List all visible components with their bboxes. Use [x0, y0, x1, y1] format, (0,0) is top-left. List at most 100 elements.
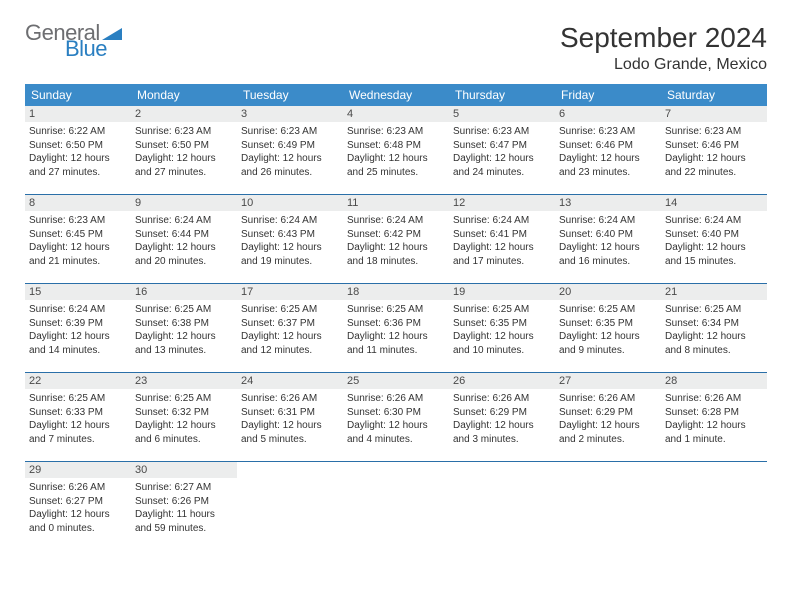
day-info: Sunrise: 6:24 AMSunset: 6:40 PMDaylight:…: [665, 214, 763, 268]
sunrise-text: Sunrise: 6:23 AM: [453, 125, 551, 139]
day-cell: 4Sunrise: 6:23 AMSunset: 6:48 PMDaylight…: [343, 106, 449, 194]
day-number: 3: [237, 106, 343, 122]
day-number: 4: [343, 106, 449, 122]
day-cell: 25Sunrise: 6:26 AMSunset: 6:30 PMDayligh…: [343, 373, 449, 461]
weekday-header: Wednesday: [343, 84, 449, 106]
week-row: 29Sunrise: 6:26 AMSunset: 6:27 PMDayligh…: [25, 462, 767, 550]
day-info: Sunrise: 6:23 AMSunset: 6:46 PMDaylight:…: [665, 125, 763, 179]
daylight-text: Daylight: 11 hours and 59 minutes.: [135, 508, 233, 535]
sunrise-text: Sunrise: 6:24 AM: [559, 214, 657, 228]
daylight-text: Daylight: 12 hours and 24 minutes.: [453, 152, 551, 179]
sunset-text: Sunset: 6:37 PM: [241, 317, 339, 331]
day-cell: 2Sunrise: 6:23 AMSunset: 6:50 PMDaylight…: [131, 106, 237, 194]
day-info: Sunrise: 6:24 AMSunset: 6:42 PMDaylight:…: [347, 214, 445, 268]
day-cell: 19Sunrise: 6:25 AMSunset: 6:35 PMDayligh…: [449, 284, 555, 372]
day-number: 19: [449, 284, 555, 300]
daylight-text: Daylight: 12 hours and 6 minutes.: [135, 419, 233, 446]
day-number: 10: [237, 195, 343, 211]
day-cell: 11 Sunrise: 6:24 AMSunset: 6:42 PMDayligh…: [343, 195, 449, 283]
day-info: Sunrise: 6:26 AMSunset: 6:30 PMDaylight:…: [347, 392, 445, 446]
sunrise-text: Sunrise: 6:23 AM: [347, 125, 445, 139]
sunset-text: Sunset: 6:31 PM: [241, 406, 339, 420]
day-number: 21: [661, 284, 767, 300]
day-cell: [343, 462, 449, 550]
week-row: 8Sunrise: 6:23 AMSunset: 6:45 PMDaylight…: [25, 195, 767, 284]
day-cell: 18Sunrise: 6:25 AMSunset: 6:36 PMDayligh…: [343, 284, 449, 372]
day-number: 27: [555, 373, 661, 389]
daylight-text: Daylight: 12 hours and 17 minutes.: [453, 241, 551, 268]
daylight-text: Daylight: 12 hours and 12 minutes.: [241, 330, 339, 357]
sunset-text: Sunset: 6:35 PM: [453, 317, 551, 331]
day-info: Sunrise: 6:27 AMSunset: 6:26 PMDaylight:…: [135, 481, 233, 535]
title-block: September 2024 Lodo Grande, Mexico: [560, 22, 767, 74]
sunset-text: Sunset: 6:46 PM: [665, 139, 763, 153]
sunset-text: Sunset: 6:50 PM: [29, 139, 127, 153]
day-number: 17: [237, 284, 343, 300]
day-cell: 10 Sunrise: 6:24 AMSunset: 6:43 PMDayligh…: [237, 195, 343, 283]
day-info: Sunrise: 6:25 AMSunset: 6:35 PMDaylight:…: [559, 303, 657, 357]
day-info: Sunrise: 6:26 AMSunset: 6:27 PMDaylight:…: [29, 481, 127, 535]
sunset-text: Sunset: 6:30 PM: [347, 406, 445, 420]
sunset-text: Sunset: 6:45 PM: [29, 228, 127, 242]
sunset-text: Sunset: 6:29 PM: [559, 406, 657, 420]
daylight-text: Daylight: 12 hours and 4 minutes.: [347, 419, 445, 446]
day-number: 30: [131, 462, 237, 478]
daylight-text: Daylight: 12 hours and 2 minutes.: [559, 419, 657, 446]
daylight-text: Daylight: 12 hours and 11 minutes.: [347, 330, 445, 357]
day-info: Sunrise: 6:26 AMSunset: 6:29 PMDaylight:…: [453, 392, 551, 446]
sunset-text: Sunset: 6:50 PM: [135, 139, 233, 153]
day-cell: 29Sunrise: 6:26 AMSunset: 6:27 PMDayligh…: [25, 462, 131, 550]
daylight-text: Daylight: 12 hours and 1 minute.: [665, 419, 763, 446]
day-number: 24: [237, 373, 343, 389]
day-cell: 27Sunrise: 6:26 AMSunset: 6:29 PMDayligh…: [555, 373, 661, 461]
day-cell: 22Sunrise: 6:25 AMSunset: 6:33 PMDayligh…: [25, 373, 131, 461]
daylight-text: Daylight: 12 hours and 8 minutes.: [665, 330, 763, 357]
daylight-text: Daylight: 12 hours and 14 minutes.: [29, 330, 127, 357]
day-number: 11: [343, 195, 449, 211]
day-number: 13: [555, 195, 661, 211]
day-info: Sunrise: 6:24 AMSunset: 6:43 PMDaylight:…: [241, 214, 339, 268]
daylight-text: Daylight: 12 hours and 27 minutes.: [29, 152, 127, 179]
sunrise-text: Sunrise: 6:25 AM: [135, 303, 233, 317]
week-row: 15Sunrise: 6:24 AMSunset: 6:39 PMDayligh…: [25, 284, 767, 373]
sunrise-text: Sunrise: 6:25 AM: [241, 303, 339, 317]
daylight-text: Daylight: 12 hours and 18 minutes.: [347, 241, 445, 268]
day-cell: 26 Sunrise: 6:26 AMSunset: 6:29 PMDayligh…: [449, 373, 555, 461]
sunrise-text: Sunrise: 6:25 AM: [665, 303, 763, 317]
daylight-text: Daylight: 12 hours and 20 minutes.: [135, 241, 233, 268]
daylight-text: Daylight: 12 hours and 23 minutes.: [559, 152, 657, 179]
sunrise-text: Sunrise: 6:24 AM: [347, 214, 445, 228]
day-number: 8: [25, 195, 131, 211]
day-number: 12: [449, 195, 555, 211]
weekday-header: Monday: [131, 84, 237, 106]
day-cell: 20Sunrise: 6:25 AMSunset: 6:35 PMDayligh…: [555, 284, 661, 372]
logo: General Blue: [25, 22, 122, 60]
day-cell: 14Sunrise: 6:24 AMSunset: 6:40 PMDayligh…: [661, 195, 767, 283]
sunrise-text: Sunrise: 6:24 AM: [665, 214, 763, 228]
page-title: September 2024: [560, 22, 767, 54]
day-number: 26: [449, 373, 555, 389]
day-info: Sunrise: 6:26 AMSunset: 6:31 PMDaylight:…: [241, 392, 339, 446]
day-cell: [555, 462, 661, 550]
daylight-text: Daylight: 12 hours and 26 minutes.: [241, 152, 339, 179]
day-cell: 1Sunrise: 6:22 AMSunset: 6:50 PMDaylight…: [25, 106, 131, 194]
daylight-text: Daylight: 12 hours and 22 minutes.: [665, 152, 763, 179]
day-cell: 6Sunrise: 6:23 AMSunset: 6:46 PMDaylight…: [555, 106, 661, 194]
sunset-text: Sunset: 6:49 PM: [241, 139, 339, 153]
sunrise-text: Sunrise: 6:22 AM: [29, 125, 127, 139]
day-info: Sunrise: 6:25 AMSunset: 6:37 PMDaylight:…: [241, 303, 339, 357]
day-number: 22: [25, 373, 131, 389]
day-cell: 12 Sunrise: 6:24 AMSunset: 6:41 PMDayligh…: [449, 195, 555, 283]
calendar: Sunday Monday Tuesday Wednesday Thursday…: [25, 84, 767, 550]
day-number: 23: [131, 373, 237, 389]
sunset-text: Sunset: 6:40 PM: [665, 228, 763, 242]
day-number: 6: [555, 106, 661, 122]
day-cell: [237, 462, 343, 550]
day-info: Sunrise: 6:24 AMSunset: 6:41 PMDaylight:…: [453, 214, 551, 268]
day-number: 9: [131, 195, 237, 211]
sunrise-text: Sunrise: 6:24 AM: [241, 214, 339, 228]
day-cell: 3Sunrise: 6:23 AMSunset: 6:49 PMDaylight…: [237, 106, 343, 194]
sunset-text: Sunset: 6:27 PM: [29, 495, 127, 509]
day-number: 28: [661, 373, 767, 389]
day-cell: 17 Sunrise: 6:25 AMSunset: 6:37 PMDayligh…: [237, 284, 343, 372]
